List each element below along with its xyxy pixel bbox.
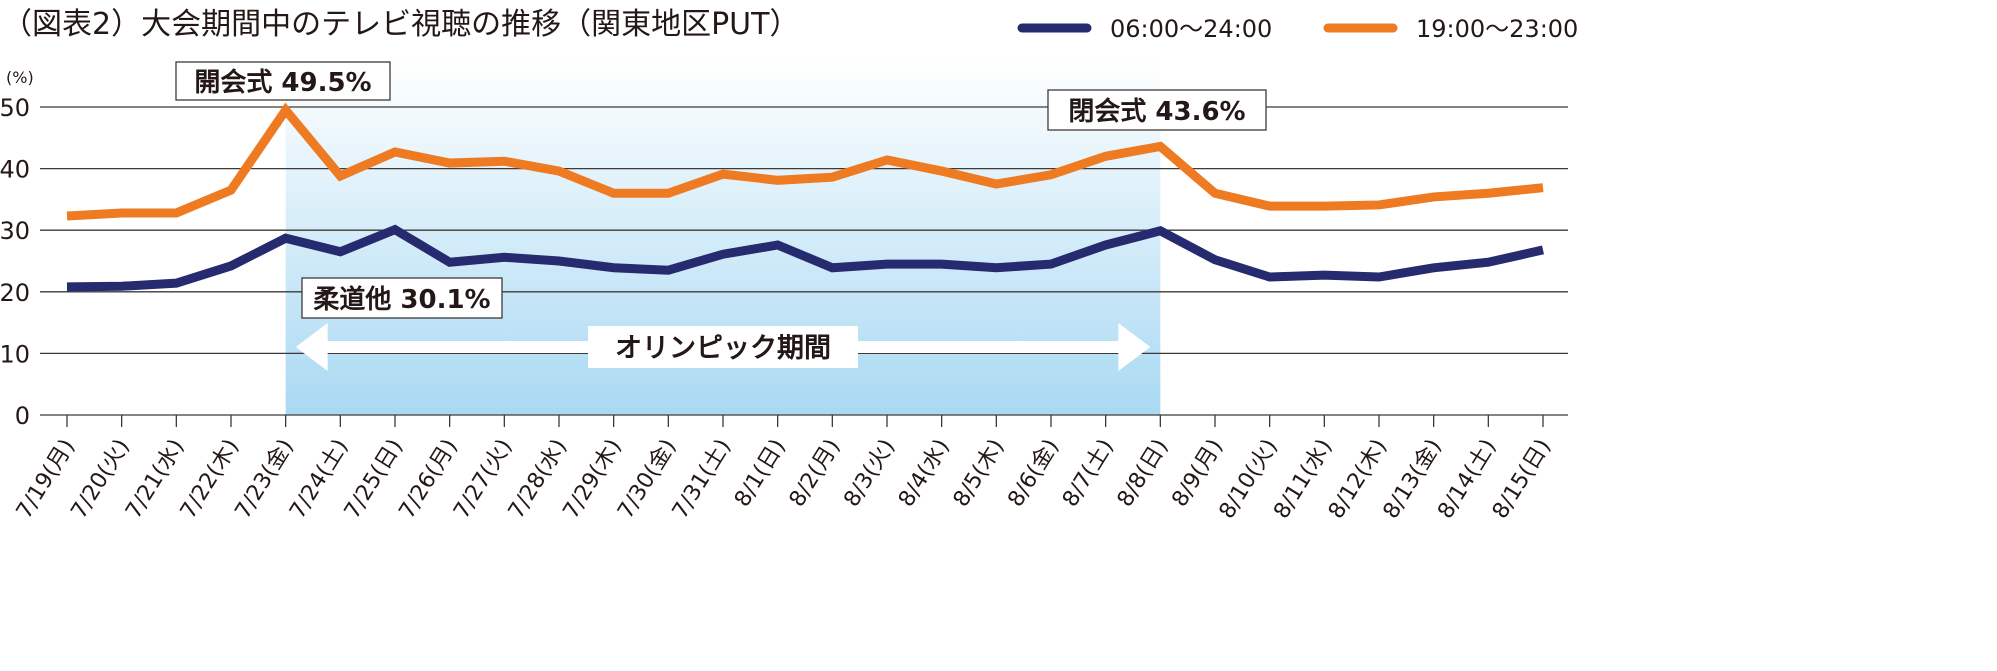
x-tick-label: 8/5(木) xyxy=(949,435,1010,511)
period-arrow-left-head xyxy=(295,323,328,371)
x-tick-label: 8/2(月) xyxy=(785,435,846,511)
annotation-box xyxy=(175,61,391,101)
y-axis-unit: (%) xyxy=(6,68,34,87)
y-tick-label: 10 xyxy=(0,340,30,368)
annotation-box xyxy=(301,277,503,319)
x-tick-label: 8/3(火) xyxy=(839,435,900,511)
x-tick-label: 8/4(水) xyxy=(894,435,955,511)
series-line-0 xyxy=(66,224,1544,292)
period-arrow-right-head xyxy=(1118,323,1151,371)
y-tick-label: 0 xyxy=(15,402,30,430)
chart-title: （図表2）大会期間中のテレビ視聴の推移（関東地区PUT） xyxy=(2,7,799,42)
annotation-box xyxy=(1047,89,1267,131)
annotation-label: 柔道他 30.1% xyxy=(313,284,490,315)
x-tick-label: 8/1(日) xyxy=(730,435,791,511)
y-tick-label: 20 xyxy=(0,279,30,307)
x-tick-label: 8/7(土) xyxy=(1058,435,1119,511)
x-tick-label: 8/6(金) xyxy=(1003,435,1064,511)
series-line-1 xyxy=(66,102,1544,221)
annotation-label: 閉会式 43.6% xyxy=(1068,97,1245,127)
y-tick-label: 30 xyxy=(0,217,30,245)
period-label: オリンピック期間 xyxy=(615,333,831,364)
x-tick-label: 8/9(月) xyxy=(1167,435,1228,511)
legend-label: 06:00～24:00 xyxy=(1110,15,1272,43)
legend-label: 19:00～23:00 xyxy=(1416,15,1578,43)
y-tick-label: 50 xyxy=(0,94,30,122)
y-tick-label: 40 xyxy=(0,156,30,184)
x-tick-label: 8/8(日) xyxy=(1113,435,1174,511)
period-label-bg xyxy=(588,326,858,368)
annotation-label: 開会式 49.5% xyxy=(194,68,371,98)
